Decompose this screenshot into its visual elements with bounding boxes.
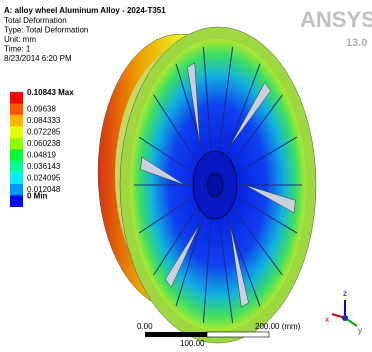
legend-label: 0.072285 <box>27 128 61 137</box>
legend-swatch <box>10 115 23 127</box>
legend-label: 0.060238 <box>27 139 61 148</box>
logo-version: 13.0 <box>346 37 367 49</box>
scale-end: 200.00 (mm) <box>255 322 301 331</box>
legend-label: 0.024095 <box>27 174 61 183</box>
triad-x: x <box>325 315 329 324</box>
triad-z: z <box>343 289 347 298</box>
legend-label: 0.084333 <box>27 116 61 125</box>
scale-start: 0.00 <box>137 322 153 331</box>
legend-swatch <box>10 161 23 173</box>
header-line: Time: 1 <box>4 45 31 54</box>
legend-label: 0.04819 <box>27 151 56 160</box>
legend-label: 0.10843 Max <box>27 88 74 97</box>
viewport: A: alloy wheel Aluminum Alloy - 2024-T35… <box>0 0 372 352</box>
header-line: 8/23/2014 6:20 PM <box>4 54 72 63</box>
triad-y: y <box>358 326 362 335</box>
logo-brand: ANSYS <box>300 7 372 32</box>
legend-swatch <box>10 127 23 139</box>
legend-swatch <box>10 104 23 116</box>
header-line: Total Deformation <box>4 16 67 25</box>
wheel-model <box>98 27 316 343</box>
header-line: Type: Total Deformation <box>4 26 88 35</box>
header-line: Unit: mm <box>4 35 36 44</box>
legend-swatch <box>10 196 23 208</box>
scale-mid: 100.00 <box>180 339 205 348</box>
legend-swatch <box>10 92 23 104</box>
axis-triad <box>332 300 357 326</box>
legend-swatch <box>10 173 23 185</box>
legend-label: 0.09638 <box>27 105 56 114</box>
legend-swatch <box>10 138 23 150</box>
header-title: A: alloy wheel Aluminum Alloy - 2024-T35… <box>4 6 166 15</box>
legend-swatch <box>10 150 23 162</box>
legend-label: 0 Min <box>27 192 48 201</box>
legend-swatch <box>10 184 23 196</box>
legend-label: 0.036143 <box>27 162 61 171</box>
scale-bar <box>145 332 269 337</box>
